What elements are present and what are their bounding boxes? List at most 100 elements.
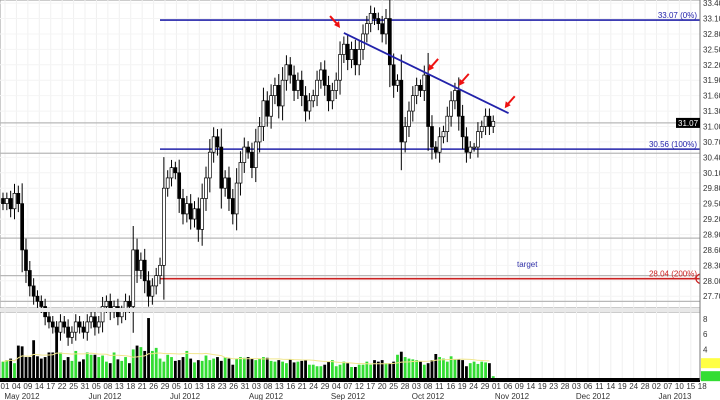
volume-bar xyxy=(74,350,78,380)
red-arrow-icon xyxy=(458,73,470,86)
date-tick-label: 18 xyxy=(206,382,215,391)
volume-bar xyxy=(480,361,484,380)
candle xyxy=(104,300,109,307)
candle xyxy=(188,203,193,220)
candle xyxy=(100,306,105,323)
date-tick-label: 01 xyxy=(1,382,10,391)
candle xyxy=(376,18,381,25)
candle xyxy=(257,126,262,143)
volume-bar xyxy=(97,357,101,380)
volume-bar xyxy=(93,354,97,380)
candle xyxy=(433,146,438,153)
candle xyxy=(322,69,327,86)
volume-bar xyxy=(196,360,200,380)
candle xyxy=(460,115,465,138)
volume-bar xyxy=(342,361,346,380)
volume-bar xyxy=(476,363,480,380)
date-tick-label: 10 xyxy=(183,382,192,391)
candle xyxy=(357,49,362,66)
candle xyxy=(192,208,197,220)
volume-bar xyxy=(334,366,338,380)
candle xyxy=(81,326,86,333)
candle xyxy=(453,90,457,102)
price-axis xyxy=(700,0,720,380)
candle xyxy=(142,259,147,282)
volume-bar xyxy=(32,340,36,380)
volume-bar xyxy=(124,357,127,380)
date-tick-label: 06 xyxy=(583,382,592,391)
price-tick-label: 31.90 xyxy=(703,76,720,85)
volume-bar xyxy=(51,352,55,380)
candle xyxy=(407,110,411,127)
price-lines: 33.07 (0%) 30.56 (100%) 28.04 (200%) xyxy=(0,11,700,302)
volume-bar xyxy=(330,360,334,380)
date-tick-label: 26 xyxy=(149,382,158,391)
volume-bar xyxy=(231,364,235,380)
candle xyxy=(345,43,350,61)
candle xyxy=(449,100,453,117)
volume-bar xyxy=(147,318,150,380)
volume-bar xyxy=(472,361,476,380)
candle xyxy=(468,146,473,153)
red-arrow-icon xyxy=(329,15,341,29)
candle xyxy=(4,198,9,204)
candle xyxy=(146,280,151,297)
volume-bar xyxy=(150,350,154,380)
volume-bar xyxy=(143,350,147,380)
current-price-label: 31.07 xyxy=(678,119,699,128)
volume-bar xyxy=(235,358,239,380)
volume-bar xyxy=(319,366,323,380)
date-tick-label: 13 xyxy=(275,382,284,391)
volume-bar xyxy=(350,367,353,380)
candle xyxy=(135,249,139,271)
candle xyxy=(476,131,480,148)
price-tick-label: 33.10 xyxy=(703,15,720,24)
volume-bar xyxy=(434,354,438,380)
red-arrow-icon xyxy=(428,58,439,71)
candle xyxy=(242,146,247,163)
volume-bar xyxy=(250,358,254,380)
candle xyxy=(326,85,331,102)
date-tick-label: 19 xyxy=(458,382,467,391)
date-tick-label: 28 xyxy=(641,382,650,391)
date-tick-label: 18 xyxy=(126,382,135,391)
volume-bar xyxy=(170,357,173,380)
candle xyxy=(410,95,415,112)
candle xyxy=(234,182,239,215)
volume-bar xyxy=(82,359,85,380)
candle xyxy=(8,198,13,210)
candle xyxy=(441,131,446,138)
candle xyxy=(391,64,396,86)
date-tick-label: 10 xyxy=(675,382,684,391)
price-tick-label: 31.30 xyxy=(703,107,720,116)
volume-bar xyxy=(162,361,166,380)
candle xyxy=(456,90,461,117)
volume-tick-label: 8 xyxy=(703,315,708,324)
candle xyxy=(73,321,78,333)
volume-bar xyxy=(16,345,20,380)
volume-bar xyxy=(258,358,262,380)
date-tick-label: 06 xyxy=(503,382,512,391)
candle xyxy=(177,172,182,199)
date-tick-label: 03 xyxy=(412,382,421,391)
date-tick-label: 26 xyxy=(229,382,238,391)
candle xyxy=(261,100,266,127)
volume-bar xyxy=(24,357,28,380)
volume-bar xyxy=(120,360,124,380)
volume-bar xyxy=(254,360,258,380)
annotations: target xyxy=(329,15,709,285)
volume-bar xyxy=(116,359,120,380)
volume-bar xyxy=(376,361,380,380)
candle xyxy=(414,85,419,96)
volume-bar xyxy=(9,358,13,380)
price-tick-label: 29.50 xyxy=(703,200,720,209)
candle xyxy=(200,198,205,230)
volume-bar xyxy=(346,363,350,380)
volume-bar xyxy=(135,345,139,380)
volume-bar xyxy=(219,360,223,380)
date-tick-label: 03 xyxy=(252,382,261,391)
volume-bar xyxy=(193,362,196,380)
candle xyxy=(365,23,369,35)
candle xyxy=(472,146,476,149)
date-tick-label: 20 xyxy=(378,382,387,391)
